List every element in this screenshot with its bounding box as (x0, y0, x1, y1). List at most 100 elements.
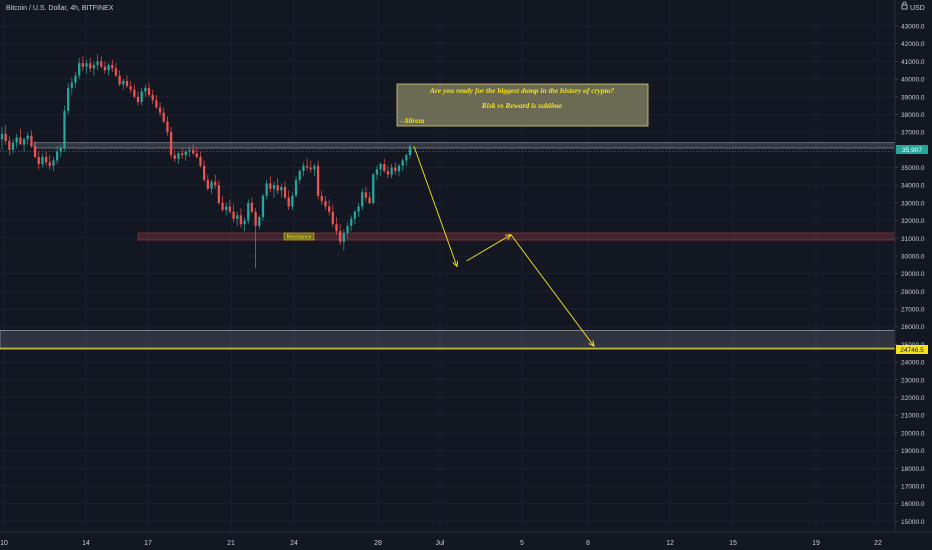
candle (70, 77, 73, 95)
candle (379, 162, 382, 177)
candle-body (103, 66, 107, 71)
time-tick-label: 8 (586, 540, 590, 547)
candle-body (173, 155, 176, 159)
candle-body (394, 167, 397, 172)
candle-body (254, 211, 257, 226)
candle-body (331, 211, 334, 225)
candle (361, 188, 364, 210)
price-tick-label: 40000.0 (901, 77, 925, 84)
candle (287, 190, 290, 210)
price-tick-label: 41000.0 (901, 59, 925, 66)
candle (408, 144, 412, 159)
candle (217, 179, 221, 205)
candle-body (390, 167, 393, 175)
price-tick-label: 19000.0 (901, 448, 925, 455)
candle-body (129, 86, 132, 90)
symbol-title: Bitcoin / U.S. Dollar, 4h, BITFINEX (6, 5, 114, 12)
candle-body (144, 87, 147, 92)
candle (283, 181, 287, 200)
candle-body (335, 224, 338, 232)
candle-body (118, 75, 121, 85)
candle (52, 156, 55, 172)
candle (103, 61, 107, 74)
candle (320, 190, 323, 205)
price-tick-label: 17000.0 (901, 483, 925, 490)
price-axis[interactable]: 43000.0 42000.0 41000.0 40000.0 39000.0 38000… (895, 24, 925, 526)
resistance-zone (137, 232, 896, 241)
candle (81, 56, 85, 71)
candle-body (368, 197, 371, 203)
price-tick-label: 15000.0 (901, 519, 925, 526)
note-box (396, 83, 649, 127)
candle-body (85, 63, 88, 67)
candle-body (19, 137, 22, 145)
candle (188, 146, 191, 157)
candle-body (59, 148, 62, 152)
price-tick-label: 24000.0 (901, 360, 925, 367)
candle-body (48, 162, 51, 166)
candle-body (151, 94, 154, 101)
candle-body (217, 185, 221, 203)
time-tick-label: 21 (227, 540, 235, 547)
candle-body (379, 163, 382, 170)
candle-body (26, 135, 29, 140)
candle-body (37, 156, 40, 164)
candle (316, 160, 320, 200)
grid-lines (0, 0, 895, 532)
candle-body (316, 165, 320, 196)
time-tick-label: 28 (374, 540, 382, 547)
candle-body (239, 215, 243, 225)
candle-body (96, 61, 99, 65)
candle-body (136, 96, 140, 103)
candle (195, 148, 198, 159)
candle-body (221, 202, 224, 210)
annotation-note[interactable]: Are you ready for the biggest dump in th… (396, 83, 649, 127)
time-tick-label: 5 (520, 540, 524, 547)
candle-body (0, 133, 4, 140)
candle-body (184, 151, 187, 156)
candle-body (206, 179, 209, 189)
candle (276, 178, 279, 195)
candle (147, 82, 151, 97)
candle (67, 82, 70, 115)
candle-body (125, 80, 129, 87)
candle (364, 186, 368, 202)
candle (405, 153, 408, 166)
candle (37, 151, 40, 170)
price-tick-label: 16000.0 (901, 501, 925, 508)
projection-segment (510, 234, 595, 347)
price-tick-label: 31000.0 (901, 236, 925, 243)
candle (74, 71, 77, 88)
candle (78, 57, 81, 80)
candle (63, 105, 66, 152)
candle-body (294, 179, 298, 196)
candle-body (78, 63, 81, 76)
candle (324, 195, 327, 210)
candle (350, 215, 353, 232)
candle (180, 148, 184, 159)
price-tick-label: 30000.0 (901, 253, 925, 260)
candle (269, 176, 272, 193)
candle-body (397, 165, 401, 172)
candle-body (291, 195, 294, 207)
candle-body (140, 91, 143, 103)
candle-body (225, 206, 228, 210)
price-tick-label: 42000.0 (901, 41, 925, 48)
candle-body (261, 195, 265, 218)
target-price-tag: 24746.5 (896, 345, 928, 354)
price-tick-label: 22000.0 (901, 395, 925, 402)
candle (280, 183, 283, 198)
candle-body (162, 112, 165, 122)
time-axis[interactable]: 10 14 17 21 24 28 Jul 5 8 12 15 19 22 (0, 540, 882, 547)
candle (22, 137, 26, 152)
candle-body (361, 192, 364, 207)
resistance-label: Resistance (283, 232, 315, 241)
candle-body (107, 64, 110, 71)
breakdown-zone (33, 142, 896, 149)
candle (309, 160, 312, 173)
currency-selector[interactable]: USD (901, 1, 925, 12)
current-price-value: 35,907 (902, 147, 922, 154)
candle-body (372, 174, 375, 203)
candle (144, 84, 147, 97)
